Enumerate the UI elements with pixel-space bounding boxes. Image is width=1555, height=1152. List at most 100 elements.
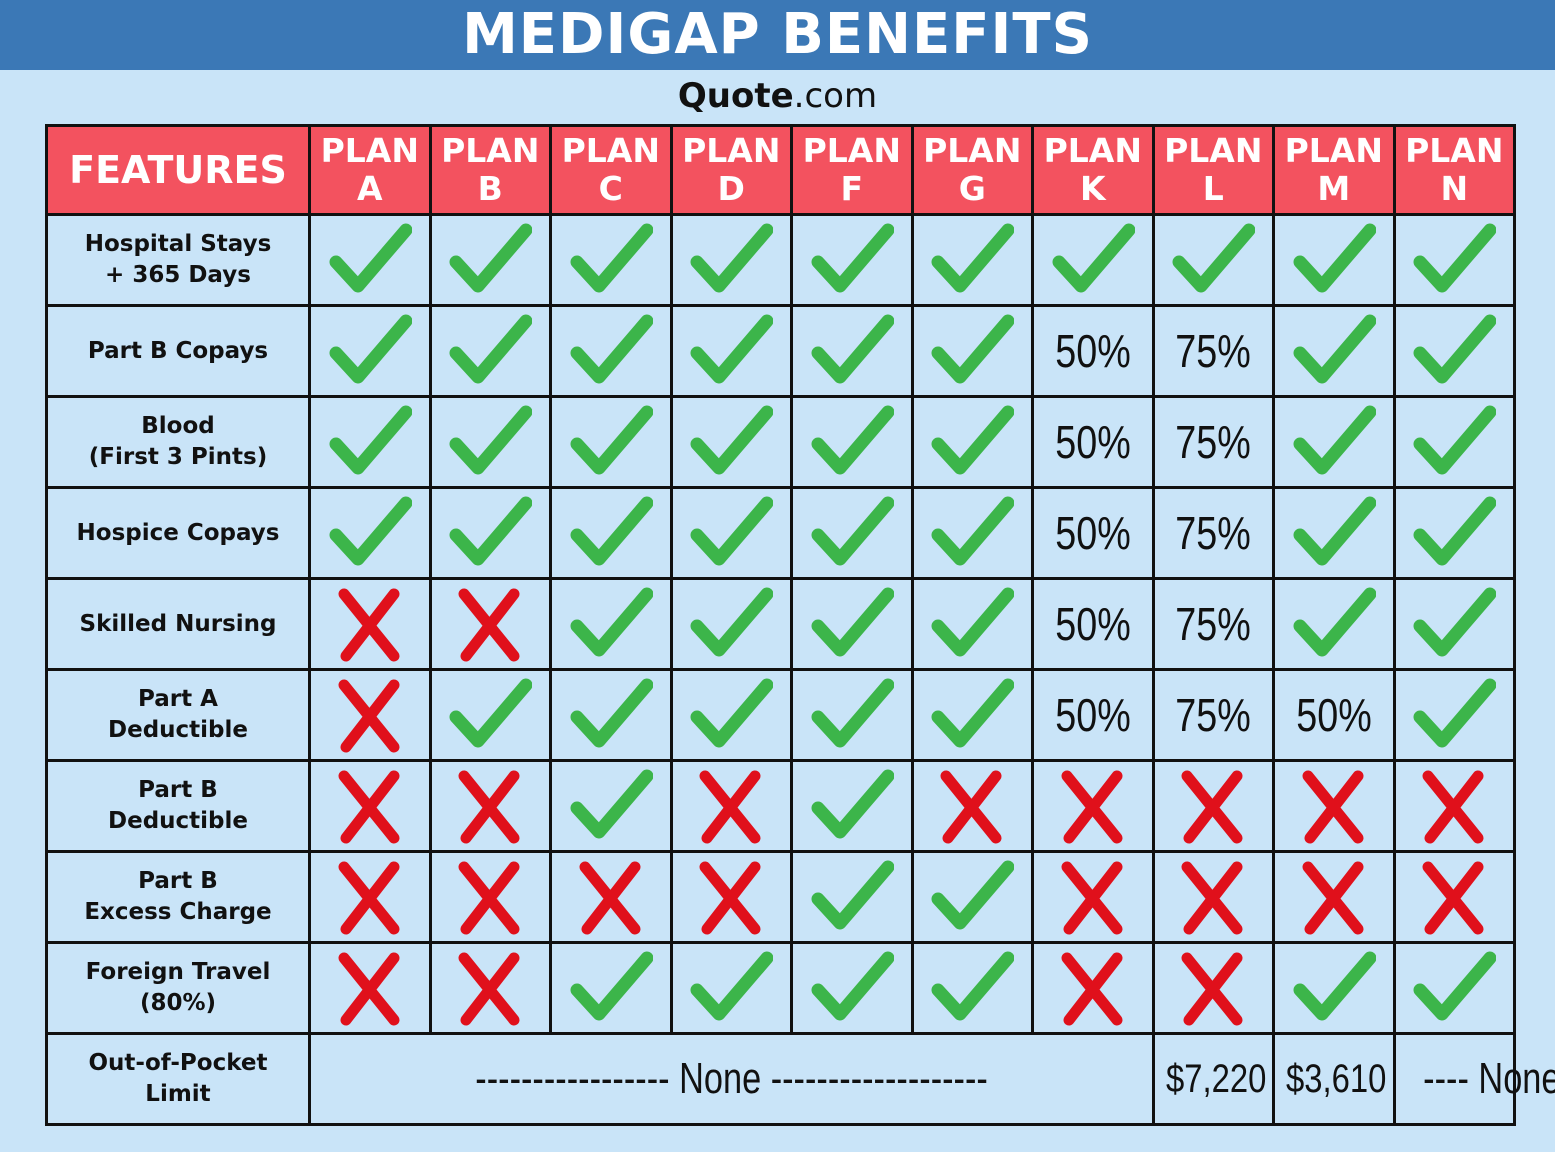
plan-cell: [1392, 577, 1516, 671]
plan-cell: [669, 213, 793, 307]
check-mark: [811, 951, 895, 1021]
plan-cell: [308, 577, 432, 671]
check-mark: [329, 223, 413, 293]
plan-cell: [1031, 850, 1155, 944]
plan-cell: [790, 304, 914, 398]
check-mark: [690, 678, 774, 748]
plan-cell: 75%: [1151, 668, 1275, 762]
plan-cell: [910, 395, 1034, 489]
plan-cell: 75%: [1151, 486, 1275, 580]
cross-mark: [1422, 770, 1484, 844]
cross-mark: [699, 861, 761, 935]
plan-cell: [308, 668, 432, 762]
plan-cell: [549, 668, 673, 762]
plan-cell: [308, 941, 432, 1035]
cross-mark: [1422, 861, 1484, 935]
feature-label: Out-of-Pocket Limit: [45, 1032, 311, 1126]
cell-value: $7,220: [1165, 1056, 1266, 1101]
plan-cell: [428, 759, 552, 853]
cross-mark: [458, 588, 520, 662]
plan-cell: 50%: [1272, 668, 1396, 762]
plan-cell: [428, 486, 552, 580]
plan-cell: [1272, 850, 1396, 944]
plan-cell: 75%: [1151, 577, 1275, 671]
check-mark: [1413, 314, 1497, 384]
plan-cell: [790, 577, 914, 671]
cross-mark: [1181, 770, 1243, 844]
cell-value: 75%: [1175, 507, 1251, 559]
plan-cell: [910, 850, 1034, 944]
check-mark: [1293, 496, 1377, 566]
plan-header: PLAN L: [1151, 124, 1275, 216]
cell-value: 50%: [1054, 689, 1131, 741]
check-mark: [1413, 678, 1497, 748]
plan-cell: [1392, 304, 1516, 398]
check-mark: [690, 223, 774, 293]
table-row: Part A Deductible 50% 75% 50%: [45, 668, 1516, 762]
cross-mark: [338, 679, 400, 753]
check-mark: [449, 223, 533, 293]
plan-cell: [428, 577, 552, 671]
cell-value: 50%: [1054, 416, 1131, 468]
plan-header: PLAN B: [428, 124, 552, 216]
plan-cell: [549, 213, 673, 307]
plan-cell: [669, 668, 793, 762]
cell-value: 50%: [1054, 325, 1131, 377]
plan-cell: [1392, 486, 1516, 580]
plan-cell: [1392, 850, 1516, 944]
plan-cell: $3,610: [1272, 1032, 1396, 1126]
cell-value: 75%: [1175, 416, 1251, 468]
plan-cell: 50%: [1031, 395, 1155, 489]
plan-cell: [1272, 304, 1396, 398]
plan-header: PLAN F: [790, 124, 914, 216]
plan-cell: [549, 941, 673, 1035]
check-mark: [1413, 496, 1497, 566]
plan-cell: [1392, 213, 1516, 307]
plan-header: PLAN A: [308, 124, 432, 216]
cross-mark: [1061, 952, 1123, 1026]
plan-cell: [428, 395, 552, 489]
check-mark: [811, 405, 895, 475]
check-mark: [1293, 951, 1377, 1021]
plan-cell: [790, 668, 914, 762]
cell-value: 50%: [1295, 689, 1372, 741]
check-mark: [570, 951, 654, 1021]
plan-cell: [790, 395, 914, 489]
plan-cell: ----------------- None -----------------…: [308, 1032, 1155, 1126]
check-mark: [931, 587, 1015, 657]
table-row: Skilled Nursing 50% 75%: [45, 577, 1516, 671]
plan-cell: [790, 486, 914, 580]
plan-cell: [1392, 941, 1516, 1035]
check-mark: [690, 314, 774, 384]
check-mark: [690, 951, 774, 1021]
check-mark: [329, 405, 413, 475]
check-mark: [1172, 223, 1256, 293]
feature-label: Foreign Travel (80%): [45, 941, 311, 1035]
check-mark: [690, 496, 774, 566]
check-mark: [449, 678, 533, 748]
plan-cell: [308, 395, 432, 489]
plan-cell: [549, 486, 673, 580]
plan-cell: [790, 941, 914, 1035]
check-mark: [1413, 223, 1497, 293]
cross-mark: [338, 861, 400, 935]
table-row: Part B Deductible: [45, 759, 1516, 853]
check-mark: [931, 951, 1015, 1021]
plan-cell: [1272, 213, 1396, 307]
plan-cell: [1272, 395, 1396, 489]
cell-value: 50%: [1054, 507, 1131, 559]
title: MEDIGAP BENEFITS: [0, 0, 1555, 70]
plan-cell: [549, 395, 673, 489]
plan-cell: [428, 668, 552, 762]
plan-cell: [669, 941, 793, 1035]
features-header: FEATURES: [45, 124, 311, 216]
cross-mark: [1061, 770, 1123, 844]
check-mark: [570, 405, 654, 475]
check-mark: [811, 769, 895, 839]
plan-cell: [1272, 486, 1396, 580]
table-row: Blood (First 3 Pints) 50% 75%: [45, 395, 1516, 489]
cell-value: ---- None ----: [1422, 1054, 1555, 1103]
check-mark: [1293, 223, 1377, 293]
check-mark: [1293, 405, 1377, 475]
